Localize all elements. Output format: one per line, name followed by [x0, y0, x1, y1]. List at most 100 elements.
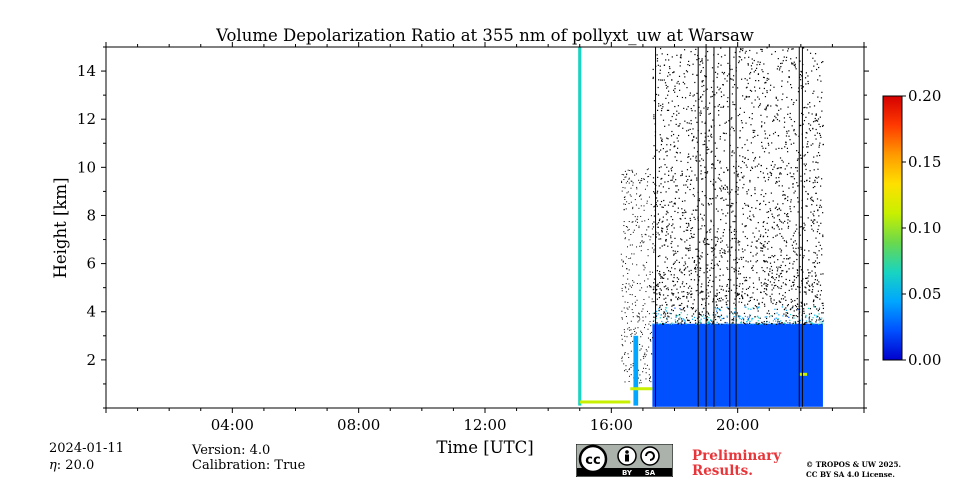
noise-pixel [774, 313, 776, 315]
noise-pixel [711, 167, 713, 169]
noise-pixel [737, 294, 739, 296]
noise-pixel [794, 299, 796, 302]
noise-pixel [759, 317, 761, 319]
noise-pixel [666, 137, 668, 139]
noise-pixel [816, 181, 819, 184]
noise-pixel [694, 209, 697, 211]
noise-pixel [775, 303, 777, 305]
noise-pixel [650, 340, 652, 342]
noise-pixel [779, 301, 782, 303]
noise-pixel [723, 249, 725, 251]
noise-pixel [669, 270, 671, 273]
noise-pixel [693, 261, 695, 263]
noise-pixel [816, 279, 819, 281]
noise-pixel [717, 210, 719, 212]
noise-pixel [813, 281, 815, 284]
noise-pixel [803, 312, 805, 314]
noise-pixel [767, 216, 770, 219]
noise-pixel [749, 320, 751, 323]
noise-pixel [718, 315, 720, 318]
noise-pixel [666, 318, 668, 320]
noise-pixel [739, 113, 741, 116]
noise-pixel [693, 316, 696, 319]
noise-pixel [814, 295, 816, 297]
noise-pixel [762, 245, 764, 247]
noise-pixel [793, 323, 795, 325]
noise-pixel [675, 315, 677, 317]
noise-pixel [632, 171, 634, 173]
noise-pixel [678, 112, 680, 114]
noise-pixel [812, 182, 814, 184]
noise-pixel [666, 231, 668, 233]
noise-pixel [711, 322, 714, 324]
noise-pixel [667, 320, 669, 323]
noise-pixel [710, 125, 712, 127]
noise-pixel [626, 336, 628, 338]
noise-pixel [638, 274, 640, 276]
noise-pixel [785, 320, 787, 322]
noise-pixel [806, 180, 808, 182]
noise-pixel [806, 303, 808, 305]
noise-pixel [742, 321, 745, 323]
noise-pixel [809, 308, 811, 310]
noise-pixel [797, 308, 799, 311]
noise-pixel [742, 266, 745, 268]
noise-pixel [642, 308, 644, 310]
noise-pixel [797, 286, 799, 288]
noise-pixel [721, 306, 723, 308]
noise-pixel [656, 205, 659, 207]
noise-pixel [771, 269, 773, 271]
noise-pixel [780, 272, 782, 274]
noise-pixel [704, 75, 706, 77]
noise-pixel [665, 151, 667, 153]
noise-pixel [763, 122, 766, 124]
noise-pixel [768, 201, 770, 204]
noise-pixel [673, 254, 675, 256]
noise-pixel [799, 286, 801, 288]
noise-pixel [730, 289, 733, 291]
noise-pixel [665, 97, 667, 100]
noise-pixel [784, 283, 787, 285]
noise-pixel [734, 312, 736, 314]
noise-pixel [635, 224, 637, 226]
noise-pixel [763, 323, 765, 325]
noise-pixel [709, 198, 711, 200]
noise-pixel [644, 280, 646, 282]
noise-pixel [690, 269, 692, 272]
noise-pixel [671, 79, 673, 81]
noise-pixel [672, 280, 675, 283]
noise-pixel [645, 367, 647, 369]
noise-pixel [749, 286, 751, 288]
noise-pixel [661, 140, 663, 142]
noise-pixel [822, 273, 824, 275]
noise-pixel [682, 318, 685, 320]
noise-pixel [732, 127, 734, 130]
noise-pixel [647, 249, 649, 251]
noise-pixel [642, 305, 644, 307]
noise-pixel [771, 293, 773, 295]
noise-pixel [640, 330, 642, 332]
noise-pixel [750, 251, 752, 254]
noise-pixel [708, 314, 711, 316]
noise-pixel [632, 213, 634, 215]
noise-pixel [700, 70, 703, 72]
noise-pixel [656, 298, 659, 300]
noise-pixel [760, 234, 762, 236]
noise-pixel [744, 57, 746, 59]
noise-pixel [668, 59, 670, 61]
noise-pixel [747, 205, 750, 207]
noise-pixel [625, 256, 627, 258]
y-tick-label: 14 [77, 62, 96, 80]
calibration-label: Calibration: True [192, 458, 306, 473]
noise-pixel [816, 221, 818, 223]
noise-pixel [700, 110, 702, 112]
noise-pixel [786, 132, 788, 134]
noise-pixel [815, 128, 817, 131]
noise-pixel [764, 180, 766, 182]
noise-pixel [702, 219, 704, 221]
noise-pixel [776, 270, 779, 272]
noise-pixel [709, 269, 711, 271]
noise-pixel [675, 191, 677, 193]
noise-pixel [819, 232, 821, 235]
noise-pixel [641, 240, 643, 242]
